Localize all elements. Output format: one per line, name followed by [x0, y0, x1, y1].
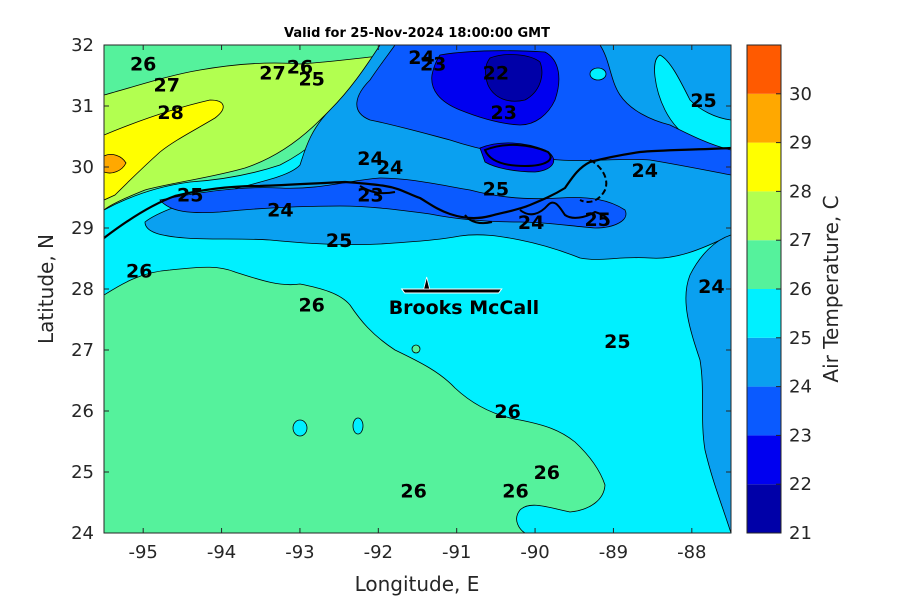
colorbar-tick-label: 25	[789, 328, 812, 349]
y-tick-label: 25	[71, 462, 94, 483]
contour-label: 25	[298, 69, 324, 91]
colorbar: 21 22 23 24 25 26 27 28 29 30	[746, 44, 812, 544]
band-29-30	[104, 154, 127, 174]
map-area	[104, 45, 731, 533]
colorbar-tick-label: 21	[789, 523, 812, 544]
y-tick-label: 28	[71, 279, 94, 300]
contour-label: 25	[177, 184, 203, 206]
contour-label: 26	[494, 401, 520, 423]
x-tick-label: -90	[520, 542, 549, 563]
colorbar-band	[747, 191, 781, 241]
warm-pocket	[411, 344, 421, 354]
contour-label: 25	[585, 209, 611, 231]
contour-label: 24	[357, 148, 383, 170]
colorbar-band	[747, 435, 781, 485]
y-axis-label: Latitude, N	[34, 234, 58, 344]
band-28-29	[104, 99, 224, 201]
map-title: Valid for 25-Nov-2024 18:00:00 GMT	[284, 26, 550, 41]
ship-mast	[423, 276, 431, 290]
colorbar-label: Air Temperature, C	[819, 195, 843, 382]
x-tick-label: -91	[442, 542, 471, 563]
ship-marker: Brooks McCall	[389, 276, 539, 319]
contour-label: 26	[502, 480, 528, 502]
ship-name-label: Brooks McCall	[389, 297, 539, 319]
y-tick-label: 32	[71, 35, 94, 56]
colorbar-band	[747, 240, 781, 289]
colorbar-band	[747, 484, 781, 533]
band-26-27-southwest	[104, 266, 606, 533]
contour-label: 25	[604, 331, 630, 353]
contour-label: 26	[534, 462, 560, 484]
x-axis-ticks: -95 -94 -93 -92 -91 -90 -89 -88	[128, 45, 707, 563]
ship-hull	[400, 288, 503, 294]
y-tick-label: 31	[71, 96, 94, 117]
colorbar-tick-label: 29	[789, 133, 812, 154]
coastline-east	[579, 159, 608, 203]
colorbar-tick-label: 27	[789, 230, 812, 251]
x-tick-label: -94	[207, 542, 236, 563]
x-tick-label: -88	[677, 542, 706, 563]
contour-label: 25	[483, 178, 509, 200]
colorbar-band	[747, 386, 781, 436]
x-axis-label: Longitude, E	[355, 572, 480, 596]
colorbar-tick-label: 24	[789, 377, 812, 398]
y-tick-label: 26	[71, 401, 94, 422]
colorbar-band	[747, 142, 781, 192]
contour-label: 23	[357, 184, 383, 206]
x-tick-label: -95	[128, 542, 157, 563]
contour-label: 24	[267, 200, 293, 222]
x-tick-label: -89	[599, 542, 628, 563]
warm-pocket	[292, 419, 308, 437]
y-tick-label: 30	[71, 157, 94, 178]
coastline	[104, 146, 731, 239]
colorbar-tick-label: 26	[789, 279, 812, 300]
contour-label: 23	[490, 102, 516, 124]
contour-label: 24	[698, 276, 724, 298]
colorbar-band	[747, 289, 781, 338]
contour-label: 24	[518, 212, 544, 234]
x-tick-label: -93	[285, 542, 314, 563]
contour-label: 27	[153, 75, 179, 97]
x-tick-label: -92	[364, 542, 393, 563]
contour-label: 26	[130, 53, 156, 75]
contour-label: 27	[259, 62, 285, 84]
colorbar-band	[747, 45, 781, 94]
contour-label: 26	[298, 294, 324, 316]
contour-label: 28	[157, 102, 183, 124]
contour-label: 26	[287, 56, 313, 78]
contour-label: 23	[420, 53, 446, 75]
colorbar-band	[747, 337, 781, 387]
y-tick-label: 27	[71, 340, 94, 361]
contour-label: 25	[326, 230, 352, 252]
y-tick-label: 24	[71, 523, 94, 544]
lake-pontchartrain	[483, 143, 552, 168]
y-tick-label: 29	[71, 218, 94, 239]
contour-label: 22	[483, 62, 509, 84]
colorbar-tick-label: 30	[789, 84, 812, 105]
contour-label: 26	[126, 261, 152, 283]
band-24-25-east	[685, 234, 731, 533]
contour-label: 24	[632, 160, 658, 182]
contour-label: 24	[377, 157, 403, 179]
coastline-delta	[359, 185, 610, 226]
contour-label: 25	[690, 90, 716, 112]
band-21-22	[485, 54, 543, 102]
colorbar-tick-label: 28	[789, 181, 812, 202]
warm-pocket	[589, 67, 607, 81]
warm-pocket	[352, 417, 364, 435]
colorbar-tick-label: 22	[789, 474, 812, 495]
contour-label: 24	[408, 47, 434, 69]
colorbar-tick-label: 23	[789, 425, 812, 446]
contour-label: 26	[400, 480, 426, 502]
colorbar-band	[747, 93, 781, 143]
